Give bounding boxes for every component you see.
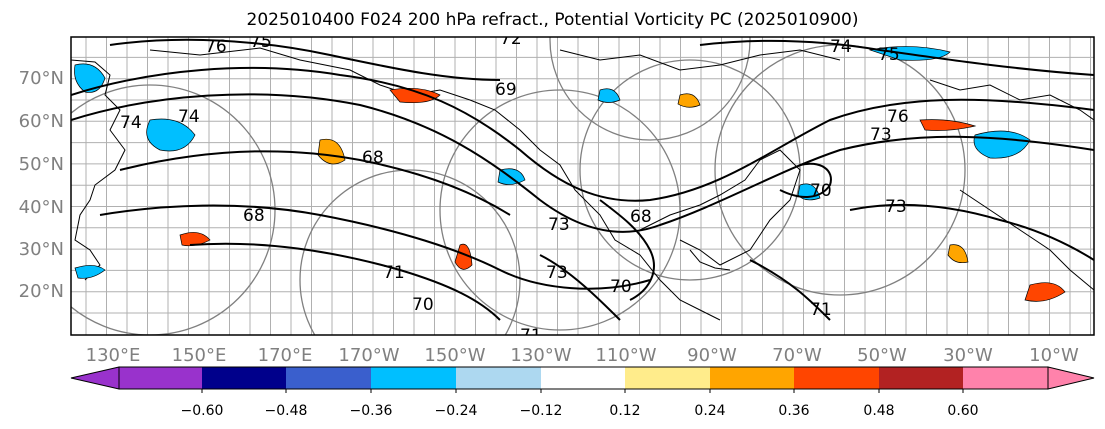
fill-negative bbox=[74, 63, 106, 93]
coast-asia bbox=[71, 59, 126, 281]
colorbar-tick-label: −0.12 bbox=[520, 403, 563, 419]
lat-label: 40°N bbox=[19, 197, 64, 218]
contour-label: 74 bbox=[120, 113, 142, 133]
fill-positive bbox=[919, 119, 977, 131]
lon-label: 170°W bbox=[338, 345, 399, 366]
contour-label: 71 bbox=[520, 326, 542, 346]
contour-label: 75 bbox=[878, 45, 900, 65]
contour-label: 74 bbox=[178, 107, 200, 127]
contour-label: 71 bbox=[810, 300, 832, 320]
fill-negative bbox=[146, 118, 196, 152]
colorbar: −0.60 −0.48 −0.36 −0.24 −0.12 0.12 0.24 0.36 0.4… bbox=[70, 366, 1095, 419]
contour-label: 73 bbox=[546, 263, 568, 283]
colorbar-tick-label: −0.24 bbox=[435, 403, 478, 419]
colorbar-bin bbox=[794, 367, 879, 389]
lat-label: 50°N bbox=[19, 154, 64, 175]
coast-caribbean bbox=[689, 249, 731, 271]
contour-label: 73 bbox=[870, 125, 892, 145]
colorbar-bin bbox=[879, 367, 963, 389]
contour-label: 69 bbox=[495, 80, 517, 100]
lon-label: 70°W bbox=[772, 345, 822, 366]
longitude-labels: 130°E 150°E 170°E 170°W 150°W 130°W 110°W 90°W 7… bbox=[86, 345, 1079, 366]
refractivity-contours bbox=[71, 38, 1094, 321]
contour-label: 70 bbox=[610, 277, 632, 297]
graticule bbox=[71, 37, 1094, 335]
fill-negative bbox=[74, 265, 106, 279]
fill-positive bbox=[454, 243, 473, 270]
lon-label: 110°W bbox=[595, 345, 656, 366]
contour-label: 70 bbox=[810, 181, 832, 201]
fill-negative bbox=[597, 88, 621, 103]
lon-label: 90°W bbox=[687, 345, 737, 366]
colorbar-tick-label: −0.36 bbox=[350, 403, 393, 419]
coast-north-america-east bbox=[639, 149, 801, 266]
map-background bbox=[71, 37, 1094, 335]
contour-label: 71 bbox=[383, 263, 405, 283]
lat-label: 30°N bbox=[19, 239, 64, 260]
map-area: 76 75 72 69 74 75 76 73 74 74 68 70 68 7… bbox=[71, 29, 1094, 346]
fill-positive bbox=[947, 244, 969, 264]
colorbar-bin bbox=[710, 367, 794, 389]
lon-label: 130°E bbox=[86, 345, 141, 366]
colorbar-frame bbox=[118, 366, 1049, 390]
colorbar-bin bbox=[371, 367, 456, 389]
fill-positive bbox=[1024, 282, 1066, 302]
circle-6 bbox=[549, 37, 751, 141]
contour-label: 72 bbox=[500, 29, 522, 49]
contour-label: 76 bbox=[205, 37, 227, 57]
colorbar-tick-label: 0.36 bbox=[778, 403, 809, 419]
colorbar-under-triangle bbox=[70, 366, 120, 390]
lat-label: 60°N bbox=[19, 111, 64, 132]
contour-label: 73 bbox=[548, 215, 570, 235]
contour-label: 68 bbox=[362, 148, 384, 168]
colorbar-bin bbox=[625, 367, 710, 389]
coast-europe-north bbox=[929, 79, 1094, 121]
contour-labels: 76 75 72 69 74 75 76 73 74 74 68 70 68 7… bbox=[120, 29, 909, 346]
lon-label: 30°W bbox=[943, 345, 993, 366]
colorbar-bin bbox=[456, 367, 541, 389]
fill-positive bbox=[317, 138, 346, 165]
lon-label: 170°E bbox=[258, 345, 313, 366]
contour-label: 70 bbox=[412, 295, 434, 315]
coast-arctic bbox=[559, 49, 841, 71]
colorbar-bin bbox=[202, 367, 286, 389]
colorbar-bin bbox=[119, 367, 202, 389]
fill-positive bbox=[677, 93, 701, 108]
map-title: 2025010400 F024 200 hPa refract., Potent… bbox=[246, 10, 859, 30]
lon-label: 50°W bbox=[857, 345, 907, 366]
lat-label: 70°N bbox=[19, 68, 64, 89]
map-frame bbox=[70, 36, 1095, 336]
lon-label: 150°E bbox=[172, 345, 227, 366]
contour-label: 74 bbox=[830, 37, 852, 57]
contour-label: 75 bbox=[250, 32, 272, 52]
contour-label: 73 bbox=[885, 197, 907, 217]
coast-africa bbox=[959, 189, 1094, 291]
colorbar-tick-label: 0.24 bbox=[694, 403, 725, 419]
circle-3 bbox=[439, 89, 681, 331]
lat-label: 20°N bbox=[19, 281, 64, 302]
colorbar-tick-label: 0.60 bbox=[947, 403, 978, 419]
circle-1 bbox=[71, 84, 276, 335]
colorbar-tick-label: −0.48 bbox=[265, 403, 308, 419]
contour-label: 76 bbox=[887, 107, 909, 127]
colorbar-tick-label: 0.12 bbox=[609, 403, 640, 419]
contour-label: 68 bbox=[243, 206, 265, 226]
colorbar-tick-label: 0.48 bbox=[863, 403, 894, 419]
colorbar-over-triangle bbox=[1047, 366, 1095, 390]
lon-label: 150°W bbox=[424, 345, 485, 366]
fill-positive bbox=[179, 232, 211, 247]
colorbar-bin bbox=[286, 367, 371, 389]
lon-label: 130°W bbox=[510, 345, 571, 366]
contour-label: 68 bbox=[630, 207, 652, 227]
pv-anomaly-fills bbox=[74, 46, 1066, 302]
colorbar-tick-label: −0.60 bbox=[181, 403, 224, 419]
circle-2 bbox=[299, 169, 521, 335]
colorbar-bin bbox=[963, 367, 1048, 389]
latitude-labels: 20°N 30°N 40°N 50°N 60°N 70°N bbox=[19, 68, 64, 302]
lon-label: 10°W bbox=[1029, 345, 1079, 366]
colorbar-bin bbox=[541, 367, 625, 389]
